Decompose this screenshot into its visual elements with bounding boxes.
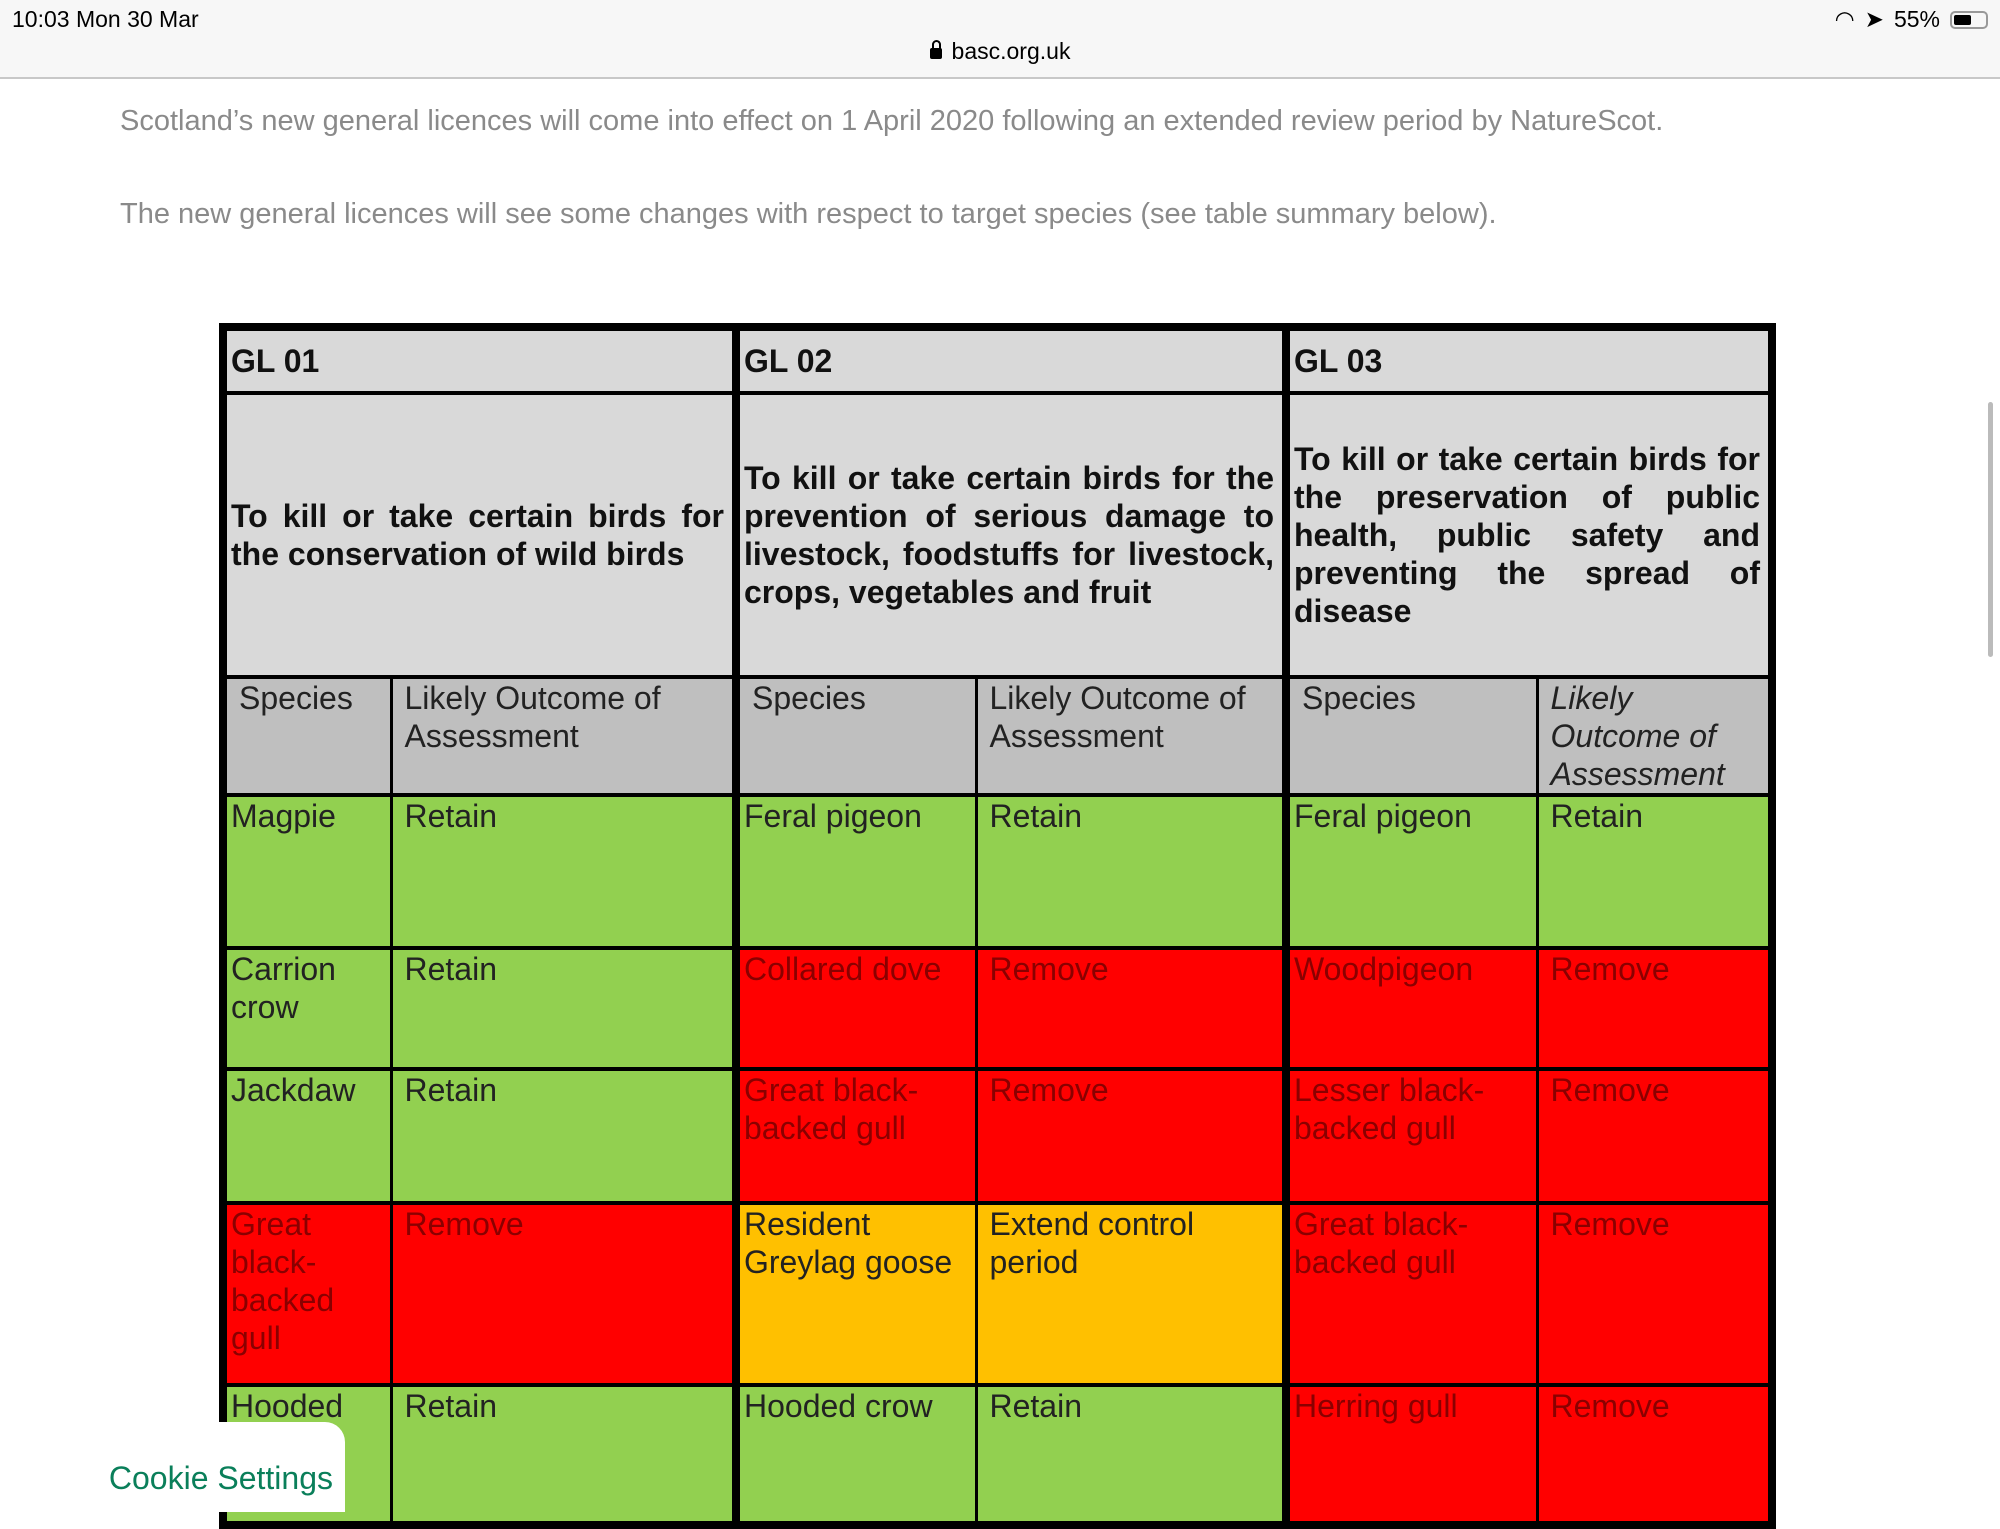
outcome-cell: Retain	[391, 795, 740, 948]
outcome-cell: Remove	[1537, 1385, 1772, 1525]
intro-paragraph-1: Scotland’s new general licences will com…	[120, 105, 1664, 137]
outcome-cell: Retain	[391, 1385, 740, 1525]
outcome-cell: Extend control period	[976, 1203, 1290, 1385]
battery-percent: 55%	[1893, 6, 1940, 32]
species-cell: Woodpigeon	[1286, 948, 1539, 1069]
species-table: GL 01 GL 02 GL 03 To kill or take certai…	[219, 323, 1776, 1529]
subheader-outcome: Likely Outcome of Assessment	[1537, 677, 1772, 795]
outcome-cell: Retain	[1537, 795, 1772, 948]
scrollbar[interactable]	[1988, 402, 1993, 657]
outcome-cell: Retain	[976, 1385, 1290, 1525]
status-time: 10:03 Mon 30 Mar	[12, 6, 199, 32]
outcome-cell: Remove	[391, 1203, 740, 1385]
cookie-settings-button[interactable]: Cookie Settings	[0, 1422, 345, 1512]
location-arrow-icon: ➤	[1864, 6, 1884, 32]
subheader-species: Species	[1286, 677, 1539, 795]
outcome-cell: Remove	[976, 1069, 1290, 1203]
battery-icon	[1950, 10, 1988, 29]
species-cell: Feral pigeon	[1286, 795, 1539, 948]
table-row: Jackdaw Retain Great black-backed gull Remo…	[223, 1069, 1772, 1203]
wifi-icon: ◠	[1834, 6, 1855, 32]
species-cell: Great black-backed gull	[223, 1203, 393, 1385]
status-icons: ◠ ➤ 55%	[1835, 6, 1988, 33]
description-gl01: To kill or take certain birds for the co…	[223, 393, 740, 677]
address-bar[interactable]: basc.org.uk	[0, 38, 2000, 65]
description-gl02: To kill or take certain birds for the pr…	[736, 393, 1290, 677]
species-cell: Great black-backed gull	[736, 1069, 978, 1203]
url-text: basc.org.uk	[951, 38, 1071, 64]
header-gl03: GL 03	[1286, 327, 1772, 393]
status-bar: 10:03 Mon 30 Mar basc.org.uk ◠ ➤ 55%	[0, 0, 2000, 79]
species-cell: Great black-backed gull	[1286, 1203, 1539, 1385]
species-cell: Hooded crow	[736, 1385, 978, 1525]
intro-paragraph-2: The new general licences will see some c…	[120, 198, 1497, 230]
header-gl02: GL 02	[736, 327, 1290, 393]
outcome-cell: Retain	[391, 948, 740, 1069]
table-row: Great black-backed gull Remove Resident Gr…	[223, 1203, 1772, 1385]
table-row: Magpie Retain Feral pigeon Retain Feral pige…	[223, 795, 1772, 948]
species-cell: Resident Greylag goose	[736, 1203, 978, 1385]
outcome-cell: Remove	[1537, 948, 1772, 1069]
subheader-outcome: Likely Outcome of Assessment	[391, 677, 740, 795]
outcome-cell: Remove	[1537, 1203, 1772, 1385]
species-cell: Magpie	[223, 795, 393, 948]
subheader-species: Species	[736, 677, 978, 795]
outcome-cell: Retain	[391, 1069, 740, 1203]
subheader-species: Species	[223, 677, 393, 795]
species-cell: Feral pigeon	[736, 795, 978, 948]
outcome-cell: Remove	[976, 948, 1290, 1069]
outcome-cell: Remove	[1537, 1069, 1772, 1203]
table-row: Hooded crowRetainHooded crowRetainHerrin…	[223, 1385, 1772, 1525]
subheader-outcome: Likely Outcome of Assessment	[976, 677, 1290, 795]
header-gl01: GL 01	[223, 327, 740, 393]
lock-icon	[929, 40, 942, 59]
species-cell: Collared dove	[736, 948, 978, 1069]
species-cell: Herring gull	[1286, 1385, 1539, 1525]
description-gl03: To kill or take certain birds for the pr…	[1286, 393, 1772, 677]
species-cell: Jackdaw	[223, 1069, 393, 1203]
table-row: Carrion crow Retain Collared dove Remove Woo…	[223, 948, 1772, 1069]
species-cell: Carrion crow	[223, 948, 393, 1069]
outcome-cell: Retain	[976, 795, 1290, 948]
species-cell: Lesser black-backed gull	[1286, 1069, 1539, 1203]
